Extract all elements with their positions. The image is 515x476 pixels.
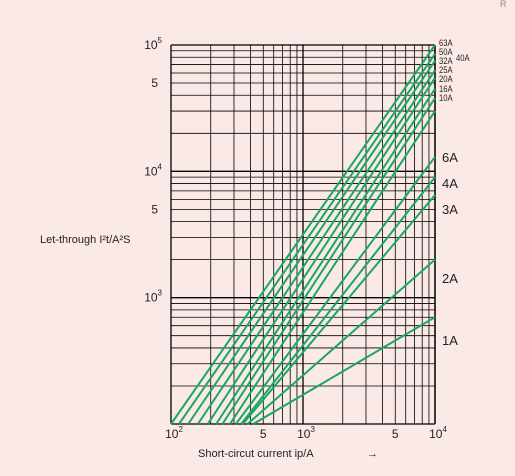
series-line-40A	[187, 60, 436, 425]
x-tick-label: 5	[392, 427, 399, 441]
y-axis-label: Let-through I²t/A²S	[40, 234, 131, 246]
series-label: 16A	[439, 83, 453, 94]
x-tick-label: 103	[297, 425, 315, 441]
series-line-2A	[246, 258, 436, 425]
series-line-3A	[242, 194, 436, 425]
x-axis-arrow: →	[367, 448, 378, 460]
x-tick-label: 5	[260, 427, 267, 441]
series-label: 3A	[442, 202, 458, 217]
tick-labels: 105 5 104 5 103 102 5 103 5 104	[144, 36, 447, 441]
series-line-16A	[221, 97, 436, 425]
series-label: 10A	[439, 92, 453, 103]
x-tick-label: 104	[429, 425, 447, 441]
series-label: 20A	[439, 73, 453, 84]
x-tick-label: 102	[165, 425, 183, 441]
y-tick-label: 103	[144, 289, 162, 305]
series-line-63A	[170, 44, 436, 425]
series-label: 63A	[439, 37, 453, 48]
series-line-4A	[240, 176, 436, 425]
y-tick-label: 104	[144, 162, 162, 178]
series-label: 6A	[442, 150, 458, 165]
series-line-25A	[206, 77, 436, 425]
series-label: 40A	[456, 52, 470, 63]
series-line-1A	[252, 316, 436, 425]
series-label: 50A	[439, 46, 453, 57]
y-tick-label: 105	[144, 36, 162, 52]
series-label: 1A	[442, 333, 458, 348]
series-line-50A	[178, 53, 436, 425]
corner-mark: R	[500, 0, 507, 9]
y-tick-label: 5	[151, 76, 158, 90]
series-line-32A	[197, 69, 436, 425]
series-label: 32A	[439, 55, 453, 66]
series-lines	[170, 44, 436, 425]
series-label: 2A	[442, 271, 458, 286]
series-label: 25A	[439, 64, 453, 75]
series-line-6A	[235, 156, 436, 425]
series-line-20A	[215, 88, 436, 425]
x-axis-label: Short-circut current ip/A	[198, 448, 314, 460]
y-tick-label: 5	[151, 202, 158, 216]
series-line-10A	[229, 110, 436, 425]
series-label: 4A	[442, 176, 458, 191]
